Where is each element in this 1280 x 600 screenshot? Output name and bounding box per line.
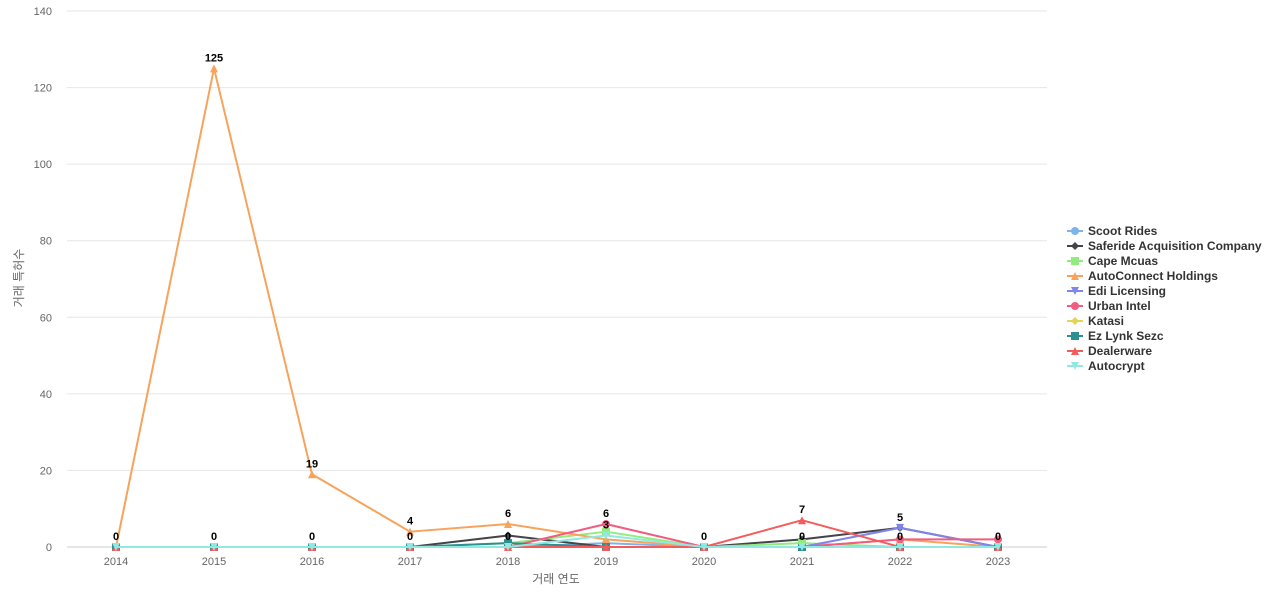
data-point[interactable] — [308, 470, 316, 479]
series-lines — [112, 64, 1002, 551]
data-label: 0 — [309, 531, 315, 543]
data-label: 0 — [995, 531, 1001, 543]
y-tick-label: 100 — [34, 159, 52, 171]
data-label: 0 — [799, 531, 805, 543]
x-tick-label: 2023 — [986, 556, 1010, 568]
legend-label: Urban Intel — [1088, 299, 1151, 313]
legend-item[interactable]: Ez Lynk Sezc — [1067, 329, 1164, 343]
series-autocrypt — [112, 531, 1002, 551]
y-tick-label: 80 — [40, 236, 52, 248]
grid-lines — [67, 10, 1047, 548]
legend-marker — [1071, 362, 1079, 370]
data-label: 0 — [211, 531, 217, 543]
data-point[interactable] — [406, 527, 414, 536]
legend-label: Ez Lynk Sezc — [1088, 329, 1164, 343]
legend-marker — [1071, 257, 1079, 265]
data-label: 6 — [505, 508, 511, 520]
data-label: 0 — [113, 531, 119, 543]
x-tick-label: 2018 — [496, 556, 520, 568]
y-tick-label: 120 — [34, 83, 52, 95]
data-label: 5 — [897, 512, 903, 524]
y-axis-title: 거래 특허수 — [12, 249, 26, 308]
legend-marker — [1071, 287, 1079, 295]
data-label: 6 — [603, 508, 609, 520]
legend-marker — [1071, 227, 1079, 235]
data-point[interactable] — [406, 543, 414, 551]
data-point[interactable] — [798, 516, 806, 525]
data-point[interactable] — [798, 543, 806, 551]
legend-marker — [1071, 317, 1079, 325]
data-point[interactable] — [602, 543, 610, 551]
x-tick-label: 2016 — [300, 556, 324, 568]
legend-label: Scoot Rides — [1088, 224, 1158, 238]
data-point[interactable] — [308, 543, 316, 551]
legend-item[interactable]: Urban Intel — [1067, 299, 1151, 313]
data-label: 19 — [306, 458, 318, 470]
data-point[interactable] — [112, 543, 120, 551]
x-tick-label: 2015 — [202, 556, 226, 568]
y-tick-label: 140 — [34, 6, 52, 18]
legend-item[interactable]: Katasi — [1067, 314, 1124, 328]
data-point[interactable] — [896, 543, 904, 551]
legend-marker — [1071, 242, 1079, 250]
data-point[interactable] — [210, 64, 218, 73]
data-point[interactable] — [896, 523, 904, 532]
data-label: 7 — [799, 504, 805, 516]
series-line — [115, 67, 999, 548]
legend-marker — [1071, 347, 1079, 355]
legend-item[interactable]: Cape Mcuas — [1067, 254, 1158, 268]
legend-item[interactable]: Saferide Acquisition Company — [1067, 239, 1262, 253]
data-point[interactable] — [602, 520, 610, 529]
y-tick-label: 20 — [40, 465, 52, 477]
y-tick-label: 0 — [46, 542, 52, 554]
legend-label: Katasi — [1088, 314, 1124, 328]
data-label: 125 — [205, 52, 223, 64]
data-label: 4 — [407, 516, 414, 528]
legend-label: Autocrypt — [1088, 359, 1145, 373]
legend-item[interactable]: Dealerware — [1067, 344, 1152, 358]
y-tick-label: 60 — [40, 312, 52, 324]
series-autoconnect-holdings — [112, 64, 1002, 551]
legend-item[interactable]: Autocrypt — [1067, 359, 1145, 373]
data-point[interactable] — [602, 531, 610, 540]
x-tick-label: 2017 — [398, 556, 422, 568]
data-point[interactable] — [210, 543, 218, 551]
legend-label: Cape Mcuas — [1088, 254, 1158, 268]
data-label: 0 — [407, 531, 413, 543]
legend-marker — [1071, 302, 1079, 310]
x-tick-label: 2022 — [888, 556, 912, 568]
data-label: 3 — [603, 520, 609, 532]
data-point[interactable] — [504, 531, 512, 540]
x-tick-label: 2014 — [104, 556, 128, 568]
x-tick-label: 2020 — [692, 556, 716, 568]
legend-item[interactable]: Scoot Rides — [1067, 224, 1158, 238]
x-tick-label: 2019 — [594, 556, 618, 568]
data-label: 0 — [505, 531, 511, 543]
legend-label: Edi Licensing — [1088, 284, 1166, 298]
data-point[interactable] — [504, 543, 512, 551]
x-axis-title: 거래 연도 — [532, 572, 580, 586]
x-tick-label: 2021 — [790, 556, 814, 568]
legend-label: AutoConnect Holdings — [1088, 269, 1218, 283]
series-line — [115, 534, 999, 548]
data-label: 0 — [701, 531, 707, 543]
data-point[interactable] — [994, 535, 1002, 544]
y-tick-label: 40 — [40, 389, 52, 401]
legend-item[interactable]: Edi Licensing — [1067, 284, 1166, 298]
data-point[interactable] — [896, 535, 904, 544]
data-point[interactable] — [700, 543, 708, 551]
data-point[interactable] — [504, 520, 512, 529]
legend-label: Saferide Acquisition Company — [1088, 239, 1262, 253]
data-point[interactable] — [994, 543, 1002, 551]
legend-item[interactable]: AutoConnect Holdings — [1067, 269, 1218, 283]
legend-marker — [1071, 332, 1079, 340]
data-label: 0 — [897, 531, 903, 543]
legend-label: Dealerware — [1088, 344, 1152, 358]
legend-marker — [1071, 272, 1079, 280]
